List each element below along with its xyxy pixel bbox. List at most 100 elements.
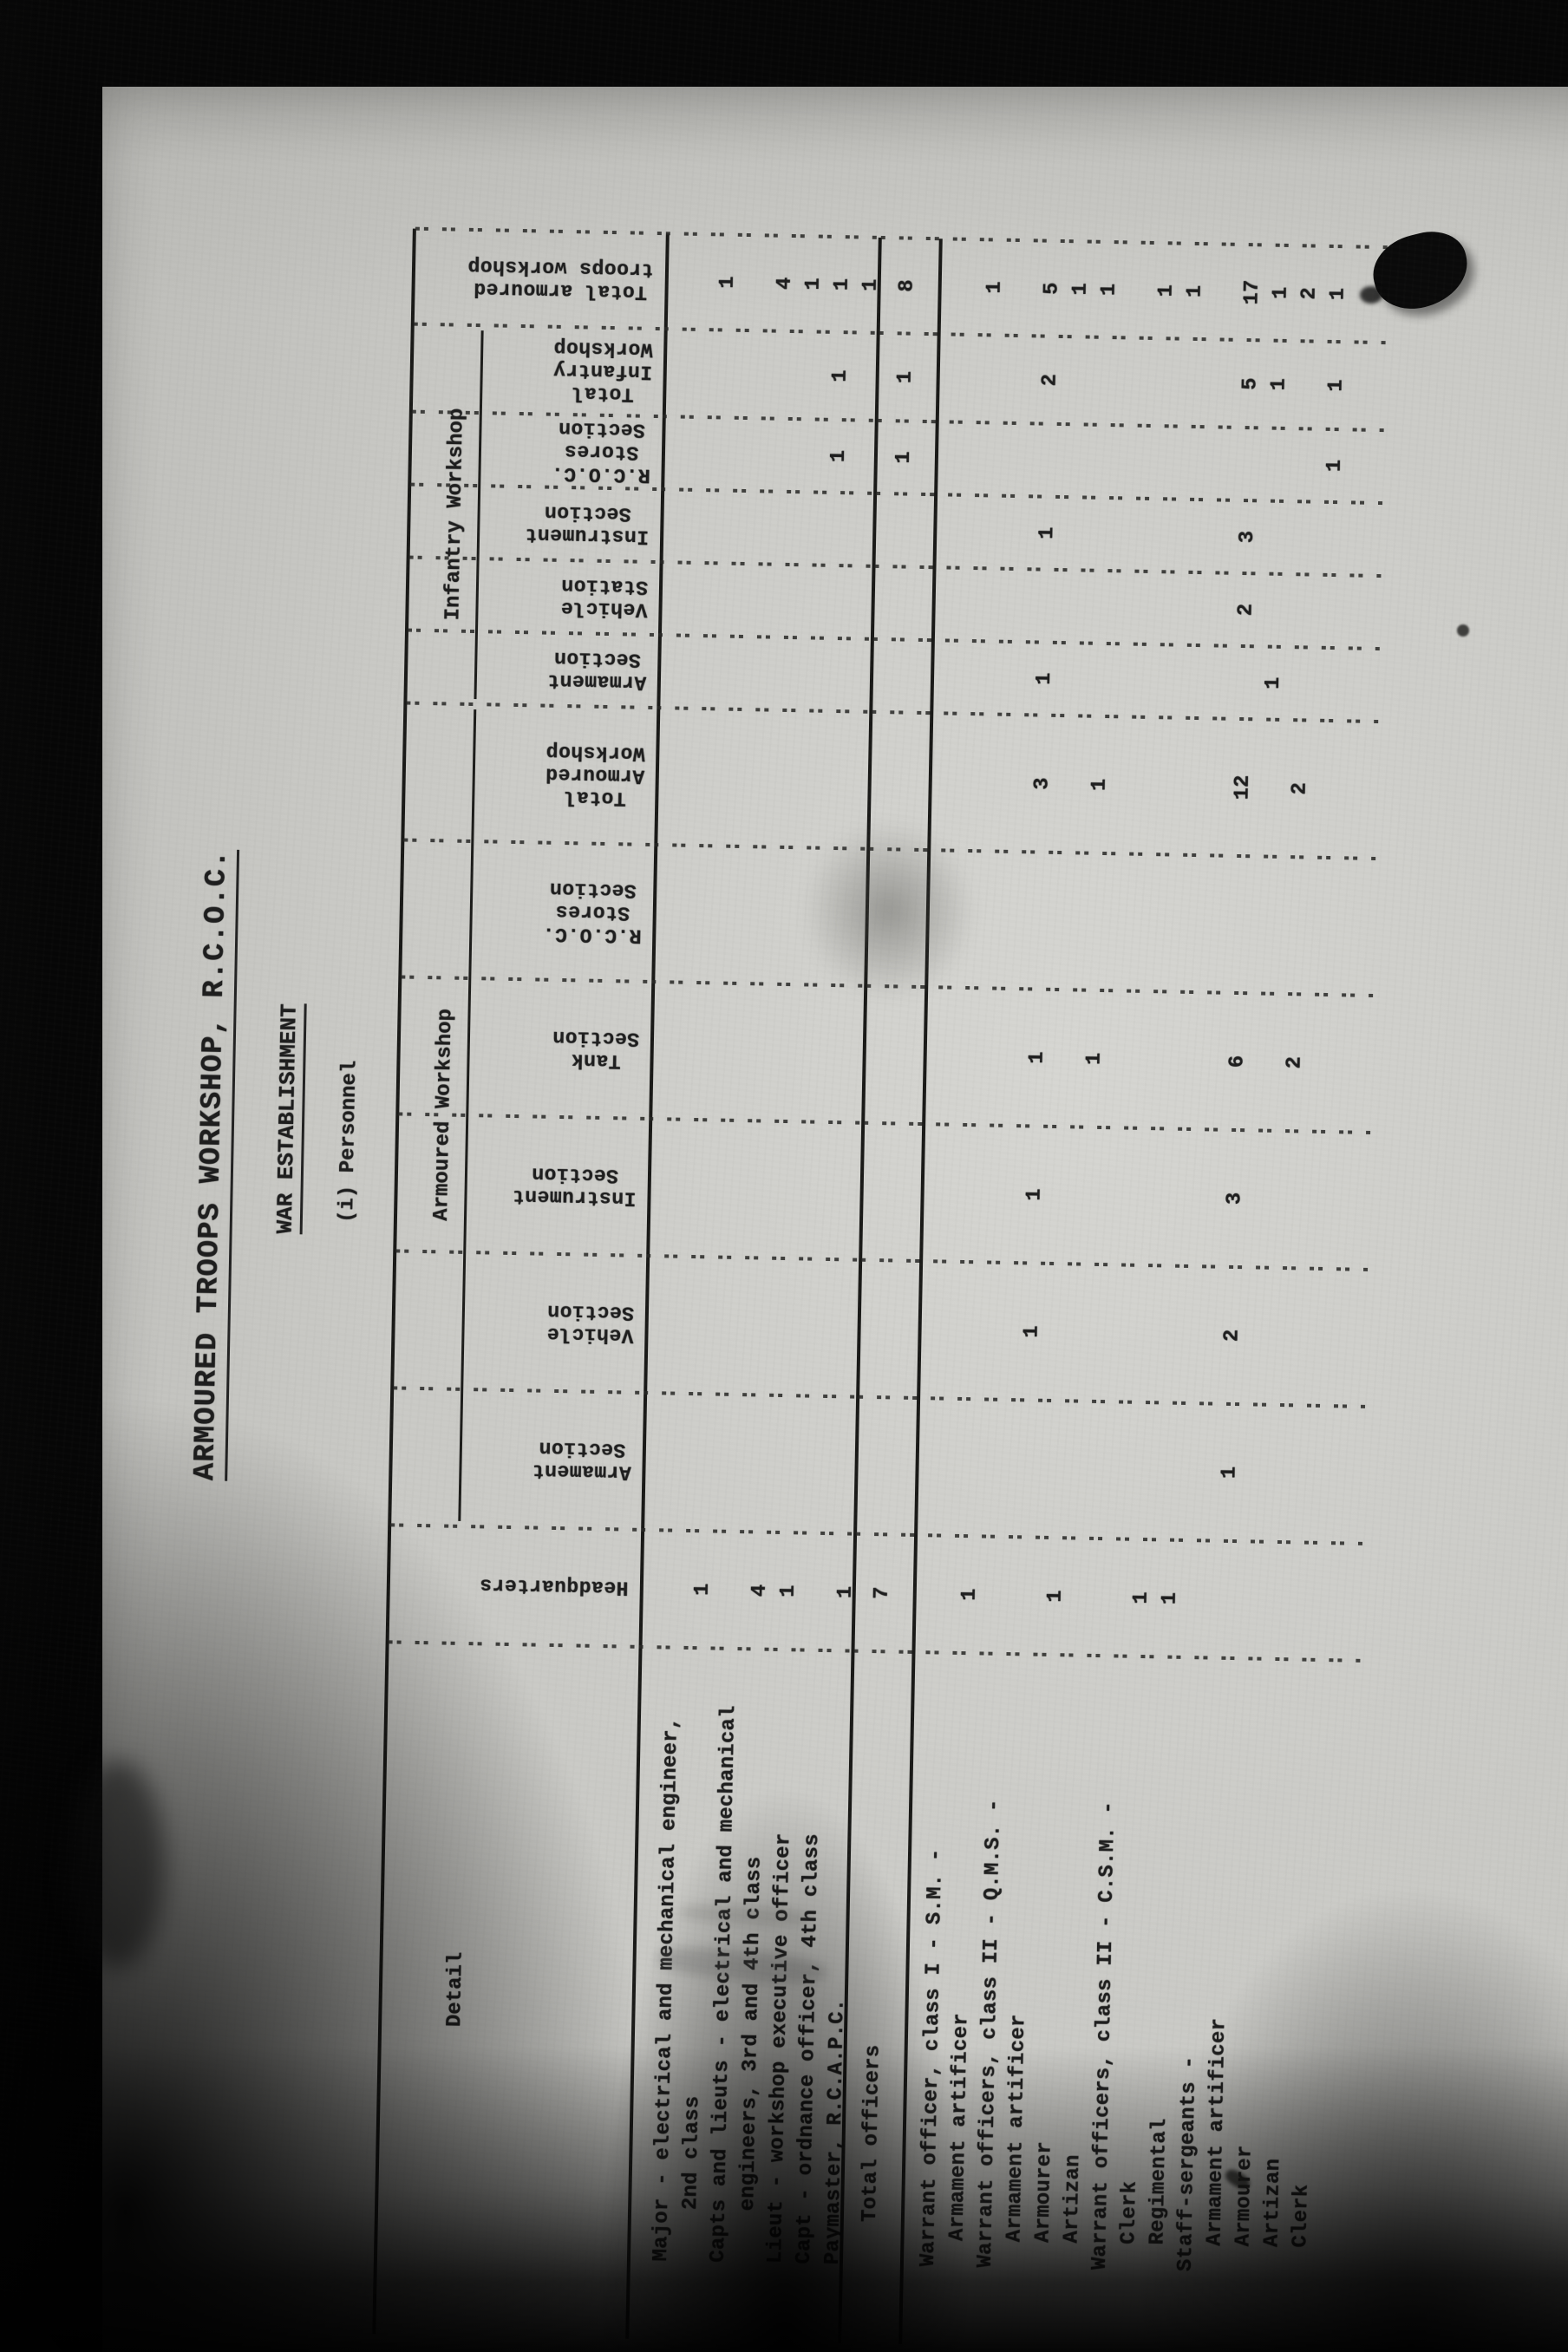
value-cell-total-armoured-troops-workshop: 5 — [1040, 282, 1064, 296]
value-cell-armoured-armament-section — [1300, 1406, 1331, 1544]
value-cell-infantry-instrument-section — [1089, 498, 1120, 572]
value-cell-armoured-vehicle-section — [1274, 1268, 1305, 1406]
value-cell-armoured-rcoc-stores-section — [1253, 856, 1284, 994]
value-cell-armoured-armament-section — [1271, 1405, 1303, 1543]
value-cell-infantry-rcoc-stores-section: 1 — [826, 449, 852, 463]
value-cell-armoured-rcoc-stores-section — [1024, 852, 1055, 990]
value-cell-infantry-vehicle-station — [974, 568, 1004, 642]
value-cell-total-armoured-troops-workshop: 17 — [1240, 279, 1264, 305]
column-header-total-infantry-workshop: Total Infantry Workshop — [412, 324, 662, 416]
value-cell-armoured-armament-section — [869, 1397, 900, 1535]
scan-speck — [1457, 624, 1469, 637]
value-cell-total-infantry-workshop: 1 — [1267, 377, 1291, 391]
value-cell-infantry-vehicle-station — [707, 563, 737, 637]
value-cell-infantry-armament-section — [1287, 647, 1317, 721]
value-cell-headquarters: 1 — [1158, 1591, 1182, 1605]
value-cell-total-armoured-workshop — [1313, 721, 1344, 859]
value-cell-armoured-tank-section — [1136, 991, 1167, 1129]
ink-blot-smear — [1360, 286, 1382, 304]
value-cell-total-infantry-workshop — [1093, 337, 1123, 426]
value-cell-infantry-armament-section — [1173, 645, 1203, 719]
value-cell-armoured-rcoc-stores-section — [700, 846, 731, 983]
value-cell-total-infantry-workshop — [1293, 341, 1323, 429]
value-cell-armoured-rcoc-stores-section — [1139, 854, 1170, 992]
value-cell-armoured-tank-section — [964, 988, 996, 1126]
column-header-label: Instrument Section — [524, 500, 650, 548]
value-cell-infantry-rcoc-stores-section: 1 — [892, 451, 917, 464]
value-cell-infantry-armament-section — [972, 641, 1003, 715]
value-cell-armoured-armament-section — [775, 1395, 807, 1533]
value-cell-total-armoured-troops-workshop: 1 — [1068, 282, 1093, 296]
value-cell-infantry-instrument-section — [1261, 500, 1291, 574]
value-cell-infantry-instrument-section: 3 — [1236, 530, 1260, 544]
value-cell-armoured-vehicle-section — [807, 1259, 838, 1397]
value-cell-infantry-vehicle-station — [1060, 570, 1090, 644]
value-cell-armoured-vehicle-section — [1074, 1264, 1105, 1401]
value-cell-armoured-tank-section: 1 — [1082, 1052, 1107, 1066]
value-cell-armoured-instrument-section — [1162, 1128, 1193, 1266]
value-cell-infantry-armament-section: 1 — [1261, 676, 1286, 690]
value-cell-headquarters — [1297, 1543, 1329, 1661]
value-cell-armoured-tank-section: 2 — [1283, 1055, 1307, 1069]
value-cell-armoured-armament-section: 1 — [1218, 1466, 1242, 1480]
value-cell-total-armoured-workshop: 3 — [1030, 777, 1055, 791]
value-cell-armoured-rcoc-stores-section — [1081, 853, 1113, 991]
value-cell-armoured-instrument-section — [1277, 1131, 1308, 1269]
value-cell-total-armoured-troops-workshop: 8 — [895, 279, 919, 293]
value-cell-infantry-armament-section — [705, 636, 735, 709]
value-cell-armoured-armament-section — [833, 1396, 864, 1534]
column-header-label: Total armoured troops workshop — [467, 254, 655, 304]
column-header-label: Vehicle Station — [560, 573, 649, 621]
value-cell-infantry-vehicle-station — [886, 566, 917, 640]
value-cell-total-armoured-troops-workshop: 1 — [801, 278, 826, 291]
value-cell-infantry-instrument-section — [852, 493, 882, 566]
value-cell-armoured-tank-section — [697, 983, 728, 1120]
value-cell-armoured-armament-section — [1128, 1402, 1160, 1540]
row-label: Total officers — [858, 2044, 885, 2223]
value-cell-total-infantry-workshop — [1150, 338, 1180, 427]
establishment-table: Detail Armoured Workshop Infantry Workshop… — [102, 221, 1568, 2352]
value-cell-armoured-vehicle-section — [778, 1258, 809, 1396]
value-cell-armoured-rcoc-stores-section — [1167, 854, 1199, 992]
value-cell-infantry-armament-section — [762, 637, 793, 710]
value-cell-armoured-rcoc-stores-section — [1282, 857, 1313, 995]
column-header-label: Total Armoured Workshop — [545, 740, 645, 810]
value-cell-total-infantry-workshop: 2 — [1038, 373, 1062, 387]
column-header-armoured-tank-section: Tank Section — [398, 977, 649, 1118]
value-cell-armoured-armament-section — [1071, 1401, 1102, 1539]
value-cell-total-armoured-workshop: 12 — [1231, 774, 1255, 800]
value-cell-armoured-instrument-section — [752, 1120, 783, 1258]
value-cell-infantry-vehicle-station — [1031, 569, 1062, 643]
column-header-total-armoured-workshop: Total Armoured Workshop — [403, 703, 654, 845]
value-cell-armoured-tank-section: 6 — [1225, 1055, 1250, 1068]
value-cell-armoured-armament-section — [804, 1396, 835, 1534]
value-cell-total-infantry-workshop — [978, 335, 1009, 423]
value-cell-armoured-vehicle-section — [1045, 1264, 1076, 1401]
value-cell-armoured-rcoc-stores-section — [1225, 856, 1256, 994]
column-header-label: R.C.O.C. Stores Section — [541, 877, 642, 947]
column-header-label: Instrument Section — [512, 1162, 637, 1210]
value-cell-total-infantry-workshop — [711, 330, 742, 418]
value-cell-total-infantry-workshop — [768, 331, 799, 420]
value-cell-infantry-vehicle-station — [764, 564, 794, 637]
value-cell-infantry-vehicle-station — [821, 565, 852, 639]
value-cell-infantry-vehicle-station — [1146, 572, 1176, 645]
value-cell-total-armoured-troops-workshop: 1 — [859, 278, 883, 292]
value-cell-armoured-instrument-section — [962, 1125, 993, 1263]
value-cell-headquarters — [1068, 1538, 1100, 1656]
value-cell-total-infantry-workshop: 1 — [828, 369, 853, 383]
value-cell-total-infantry-workshop — [797, 331, 827, 420]
value-cell-infantry-instrument-section — [709, 490, 739, 564]
value-cell-infantry-armament-section — [1144, 644, 1174, 718]
value-cell-armoured-instrument-section — [1076, 1127, 1107, 1265]
column-header-infantry-armament-section: Armament Section — [406, 630, 656, 708]
value-cell-infantry-armament-section — [848, 638, 879, 712]
value-cell-infantry-rcoc-stores-section — [1177, 427, 1207, 500]
value-cell-infantry-rcoc-stores-section — [977, 422, 1007, 496]
value-cell-total-armoured-workshop — [1170, 718, 1201, 856]
value-cell-infantry-rcoc-stores-section — [1263, 428, 1293, 501]
value-cell-armoured-tank-section — [1050, 990, 1081, 1127]
value-cell-total-infantry-workshop: 1 — [893, 370, 918, 384]
column-header-armoured-armament-section: Armament Section — [390, 1388, 641, 1529]
value-cell-infantry-instrument-section — [1061, 497, 1091, 571]
